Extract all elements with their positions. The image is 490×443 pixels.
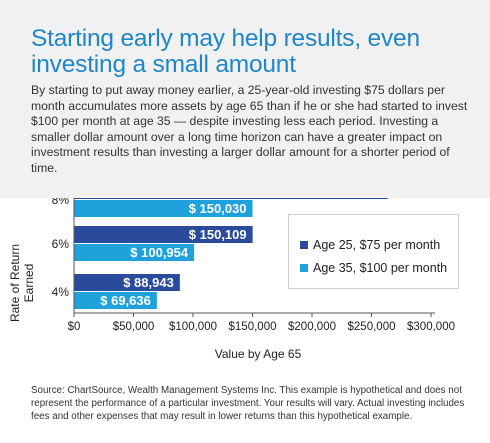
bar-4pct-series-1 bbox=[74, 274, 180, 291]
page-title: Starting early may help results, even in… bbox=[31, 25, 420, 78]
data-label-6pct-series-2: $ 100,954 bbox=[130, 245, 189, 260]
bar-8pct-series-1 bbox=[74, 198, 388, 199]
x-tick-label: $150,000 bbox=[229, 321, 277, 333]
y-tick-label-6pct: 6% bbox=[52, 237, 70, 251]
legend-swatch bbox=[300, 241, 308, 249]
data-label-4pct-series-2: $ 69,636 bbox=[100, 293, 151, 308]
legend-swatch bbox=[300, 264, 308, 272]
legend-item-age-35: Age 35, $100 per month bbox=[300, 261, 447, 275]
x-tick-label: $50,000 bbox=[113, 321, 155, 333]
intro-background bbox=[0, 0, 490, 198]
y-tick-label-4pct: 4% bbox=[52, 285, 70, 299]
data-label-8pct-series-2: $ 150,030 bbox=[189, 201, 247, 216]
bar-4pct-series-2 bbox=[74, 292, 157, 309]
bar-6pct-series-2 bbox=[74, 244, 195, 261]
bar-6pct-series-1 bbox=[74, 226, 253, 243]
legend-item-age-25: Age 25, $75 per month bbox=[300, 238, 440, 252]
legend-label: Age 25, $75 per month bbox=[313, 238, 441, 252]
data-label-4pct-series-1: $ 88,943 bbox=[123, 275, 174, 290]
x-tick-label: $0 bbox=[68, 321, 81, 333]
source-note: Source: ChartSource, Wealth Management S… bbox=[31, 385, 465, 422]
legend-label: Age 35, $100 per month bbox=[313, 261, 448, 275]
x-tick-label: $100,000 bbox=[169, 321, 217, 333]
y-tick-label-8pct: 8% bbox=[52, 198, 70, 207]
bar-8pct-series-2 bbox=[74, 200, 253, 217]
x-tick-label: $250,000 bbox=[348, 321, 396, 333]
y-axis-label: Rate of Return Earned bbox=[8, 243, 36, 323]
x-tick-label: $200,000 bbox=[288, 321, 336, 333]
intro-paragraph: By starting to put away money earlier, a… bbox=[31, 83, 468, 175]
data-label-6pct-series-1: $ 150,109 bbox=[189, 227, 247, 242]
x-tick-label: $300,000 bbox=[407, 321, 455, 333]
chart-legend: Age 25, $75 per month Age 35, $100 per m… bbox=[288, 214, 459, 289]
x-axis-label: Value by Age 65 bbox=[214, 347, 302, 361]
